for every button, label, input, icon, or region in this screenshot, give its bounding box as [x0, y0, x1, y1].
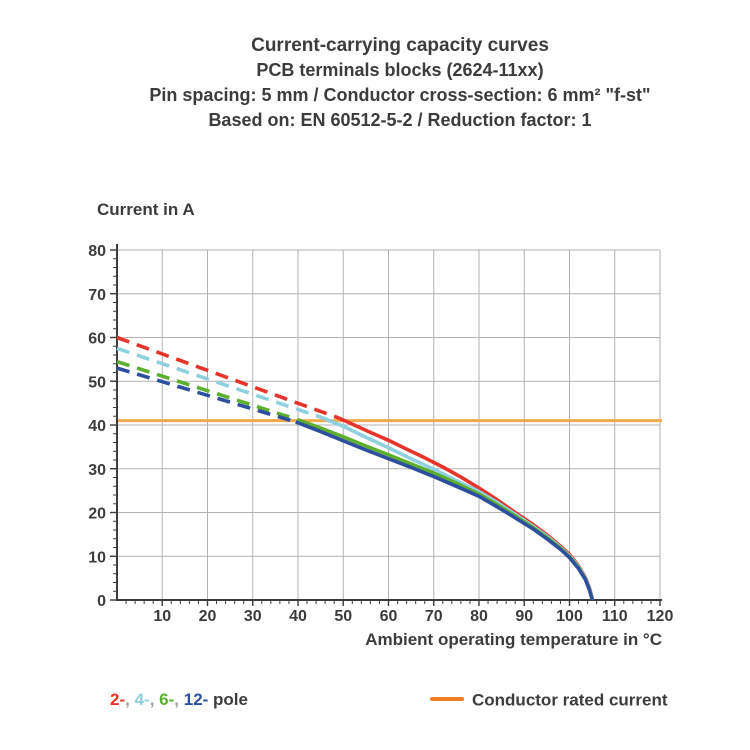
x-tick-label: 100 — [556, 608, 583, 625]
chart-title-block: Current-carrying capacity curves PCB ter… — [50, 33, 750, 133]
legend-poles: 2-, 4-, 6-, 12- pole — [110, 690, 248, 710]
curve-12-pole-dashed — [116, 366, 297, 424]
curve-12-pole-solid — [295, 420, 594, 601]
x-tick-label: 50 — [334, 608, 352, 625]
legend-pole-label: 2- — [110, 690, 126, 709]
y-tick-label: 30 — [88, 462, 106, 479]
legend-rated: Conductor rated current — [430, 690, 668, 711]
x-axis-title: Ambient operating temperature in °C — [365, 630, 662, 649]
chart-subtitle-product: PCB terminals blocks (2624-11xx) — [256, 60, 544, 80]
y-tick-label: 20 — [88, 506, 106, 523]
y-tick-label: 80 — [88, 243, 106, 260]
x-tick-label: 120 — [647, 608, 674, 625]
x-tick-label: 70 — [425, 608, 443, 625]
y-tick-label: 0 — [97, 593, 106, 610]
chart-subtitle-spec: Pin spacing: 5 mm / Conductor cross-sect… — [149, 85, 651, 105]
y-axis-title: Current in A — [97, 200, 195, 219]
legend-pole-label: 4- — [134, 690, 150, 709]
chart-subtitle-standard: Based on: EN 60512-5-2 / Reduction facto… — [208, 110, 592, 130]
x-tick-label: 110 — [602, 608, 628, 625]
curve-2-pole-solid — [337, 416, 594, 601]
legend-pole-label: pole — [208, 690, 248, 709]
curve-4-pole-dashed — [116, 346, 322, 419]
y-tick-label: 40 — [88, 418, 106, 435]
y-tick-label: 70 — [88, 287, 106, 304]
legend-pole-label: 12- — [183, 690, 209, 709]
y-tick-label: 50 — [88, 374, 106, 391]
x-tick-label: 40 — [289, 608, 307, 625]
legend-rated-label: Conductor rated current — [472, 690, 668, 710]
curve-6-pole-solid — [297, 418, 594, 601]
legend-separator: , — [149, 690, 160, 709]
x-tick-label: 80 — [470, 608, 488, 625]
x-tick-label: 20 — [199, 608, 217, 625]
x-tick-label: 60 — [380, 608, 398, 625]
chart-title: Current-carrying capacity curves — [251, 35, 549, 56]
x-tick-label: 90 — [515, 608, 533, 625]
legend-separator: , — [125, 690, 135, 709]
y-tick-label: 10 — [88, 549, 106, 566]
curve-2-pole-dashed — [116, 335, 340, 420]
legend-row: 2-, 4-, 6-, 12- pole Conductor rated cur… — [0, 690, 750, 714]
y-tick-label: 60 — [88, 331, 106, 348]
legend-separator: , — [174, 690, 184, 709]
rated-current-line-swatch — [430, 697, 464, 702]
legend-pole-label: 6- — [159, 690, 175, 709]
x-tick-label: 10 — [153, 608, 171, 625]
x-tick-label: 30 — [244, 608, 262, 625]
curve-6-pole-dashed — [116, 359, 299, 422]
